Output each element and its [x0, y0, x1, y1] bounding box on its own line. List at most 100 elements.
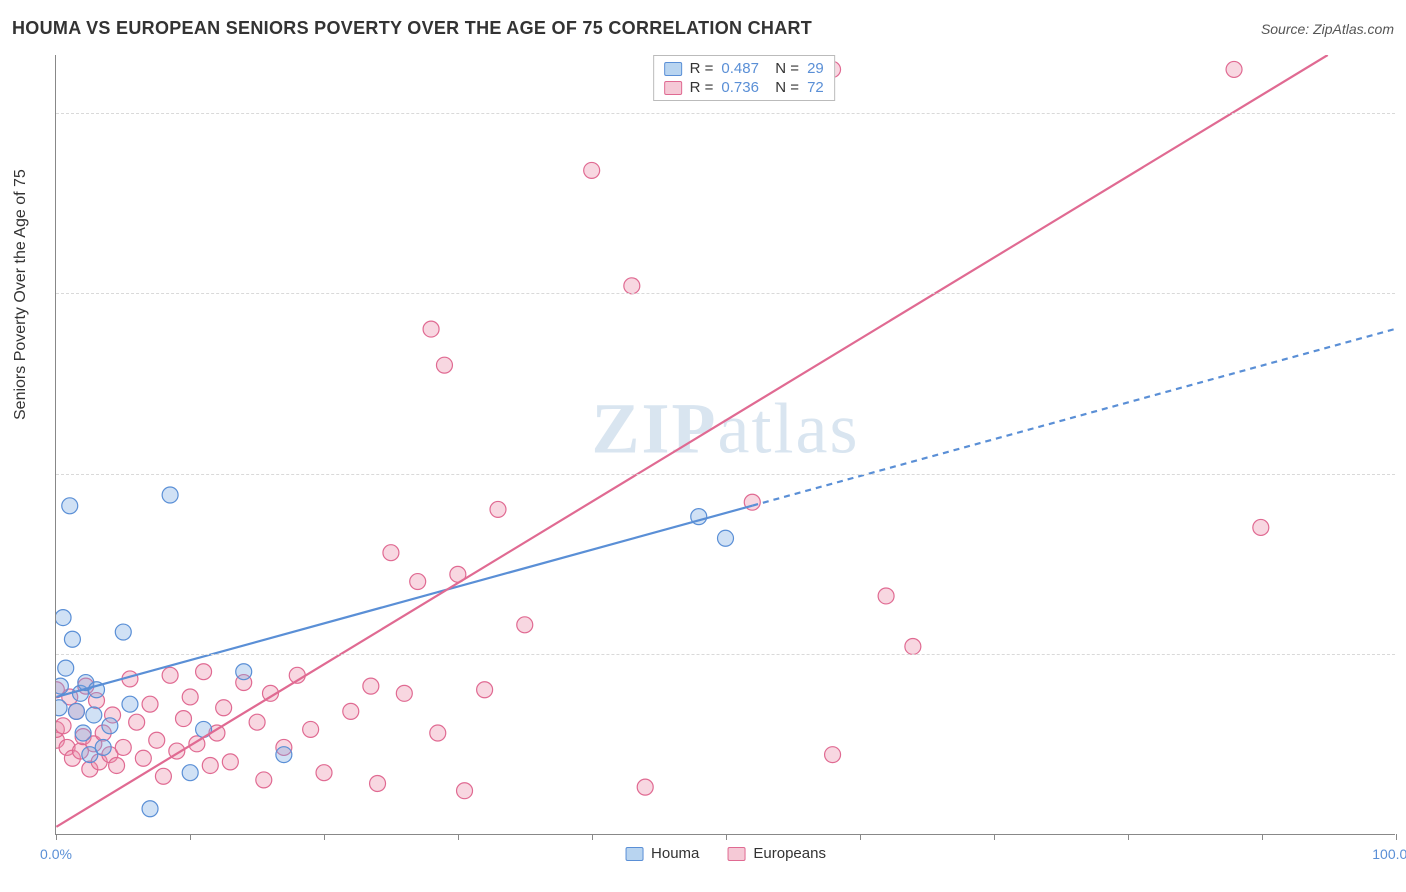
- data-point-europeans: [56, 718, 71, 734]
- data-point-houma: [86, 707, 102, 723]
- data-point-houma: [236, 664, 252, 680]
- data-point-europeans: [129, 714, 145, 730]
- data-point-europeans: [249, 714, 265, 730]
- x-tick-label: 0.0%: [40, 846, 72, 862]
- data-point-europeans: [436, 357, 452, 373]
- x-tick: [726, 834, 727, 840]
- n-value-houma: 29: [807, 60, 824, 77]
- data-point-europeans: [155, 768, 171, 784]
- x-tick-label: 100.0%: [1372, 846, 1406, 862]
- x-tick: [1396, 834, 1397, 840]
- data-point-houma: [62, 498, 78, 514]
- data-point-europeans: [216, 700, 232, 716]
- legend-label-europeans: Europeans: [753, 845, 826, 862]
- data-point-europeans: [222, 754, 238, 770]
- data-point-europeans: [149, 732, 165, 748]
- grid-line: [56, 654, 1395, 655]
- data-point-europeans: [196, 664, 212, 680]
- data-point-europeans: [396, 685, 412, 701]
- swatch-houma-icon: [664, 62, 682, 76]
- y-axis-label: Seniors Poverty Over the Age of 75: [12, 169, 30, 420]
- data-point-houma: [56, 700, 67, 716]
- n-label: N =: [767, 79, 799, 96]
- x-tick: [56, 834, 57, 840]
- x-tick: [994, 834, 995, 840]
- source-label: Source: ZipAtlas.com: [1261, 21, 1394, 37]
- legend-correlation: R = 0.487 N = 29 R = 0.736 N = 72: [653, 55, 835, 101]
- legend-bottom: Houma Europeans: [625, 845, 826, 862]
- data-point-europeans: [182, 689, 198, 705]
- data-point-europeans: [1253, 519, 1269, 535]
- grid-line: [56, 293, 1395, 294]
- data-point-europeans: [410, 574, 426, 590]
- data-point-europeans: [423, 321, 439, 337]
- swatch-houma-icon: [625, 847, 643, 861]
- data-point-europeans: [477, 682, 493, 698]
- data-point-europeans: [142, 696, 158, 712]
- r-label: R =: [690, 79, 714, 96]
- data-point-houma: [68, 703, 84, 719]
- regression-line-ext-houma: [752, 329, 1394, 506]
- data-point-houma: [58, 660, 74, 676]
- data-point-houma: [122, 696, 138, 712]
- data-point-houma: [142, 801, 158, 817]
- data-point-europeans: [115, 739, 131, 755]
- x-tick: [458, 834, 459, 840]
- data-point-houma: [718, 530, 734, 546]
- plot-svg: [56, 55, 1395, 834]
- data-point-europeans: [637, 779, 653, 795]
- grid-line: [56, 113, 1395, 114]
- r-label: R =: [690, 60, 714, 77]
- data-point-europeans: [202, 757, 218, 773]
- data-point-europeans: [517, 617, 533, 633]
- data-point-europeans: [162, 667, 178, 683]
- data-point-europeans: [878, 588, 894, 604]
- data-point-houma: [162, 487, 178, 503]
- x-tick: [324, 834, 325, 840]
- x-tick: [1128, 834, 1129, 840]
- regression-line-europeans: [56, 55, 1327, 827]
- data-point-houma: [56, 678, 68, 694]
- data-point-europeans: [383, 545, 399, 561]
- grid-line: [56, 474, 1395, 475]
- n-value-europeans: 72: [807, 79, 824, 96]
- data-point-europeans: [490, 501, 506, 517]
- data-point-europeans: [1226, 61, 1242, 77]
- data-point-europeans: [343, 703, 359, 719]
- legend-label-houma: Houma: [651, 845, 699, 862]
- swatch-europeans-icon: [727, 847, 745, 861]
- x-tick: [190, 834, 191, 840]
- data-point-europeans: [256, 772, 272, 788]
- data-point-europeans: [176, 711, 192, 727]
- title-bar: HOUMA VS EUROPEAN SENIORS POVERTY OVER T…: [12, 18, 1394, 39]
- data-point-europeans: [316, 765, 332, 781]
- data-point-houma: [276, 747, 292, 763]
- data-point-houma: [115, 624, 131, 640]
- data-point-europeans: [303, 721, 319, 737]
- chart-container: HOUMA VS EUROPEAN SENIORS POVERTY OVER T…: [0, 0, 1406, 892]
- data-point-houma: [182, 765, 198, 781]
- data-point-europeans: [584, 162, 600, 178]
- x-tick: [592, 834, 593, 840]
- data-point-europeans: [457, 783, 473, 799]
- x-tick: [860, 834, 861, 840]
- data-point-europeans: [363, 678, 379, 694]
- legend-row-houma: R = 0.487 N = 29: [664, 60, 824, 77]
- data-point-europeans: [825, 747, 841, 763]
- data-point-houma: [95, 739, 111, 755]
- data-point-europeans: [135, 750, 151, 766]
- legend-item-europeans: Europeans: [727, 845, 826, 862]
- swatch-europeans-icon: [664, 81, 682, 95]
- r-value-europeans: 0.736: [721, 79, 759, 96]
- data-point-europeans: [430, 725, 446, 741]
- chart-title: HOUMA VS EUROPEAN SENIORS POVERTY OVER T…: [12, 18, 812, 39]
- regression-line-houma: [56, 506, 752, 697]
- data-point-europeans: [905, 638, 921, 654]
- data-point-houma: [75, 725, 91, 741]
- data-point-europeans: [109, 757, 125, 773]
- data-point-europeans: [624, 278, 640, 294]
- plot-area: ZIPatlas R = 0.487 N = 29 R = 0.736 N = …: [55, 55, 1395, 835]
- data-point-houma: [102, 718, 118, 734]
- data-point-europeans: [370, 776, 386, 792]
- n-label: N =: [767, 60, 799, 77]
